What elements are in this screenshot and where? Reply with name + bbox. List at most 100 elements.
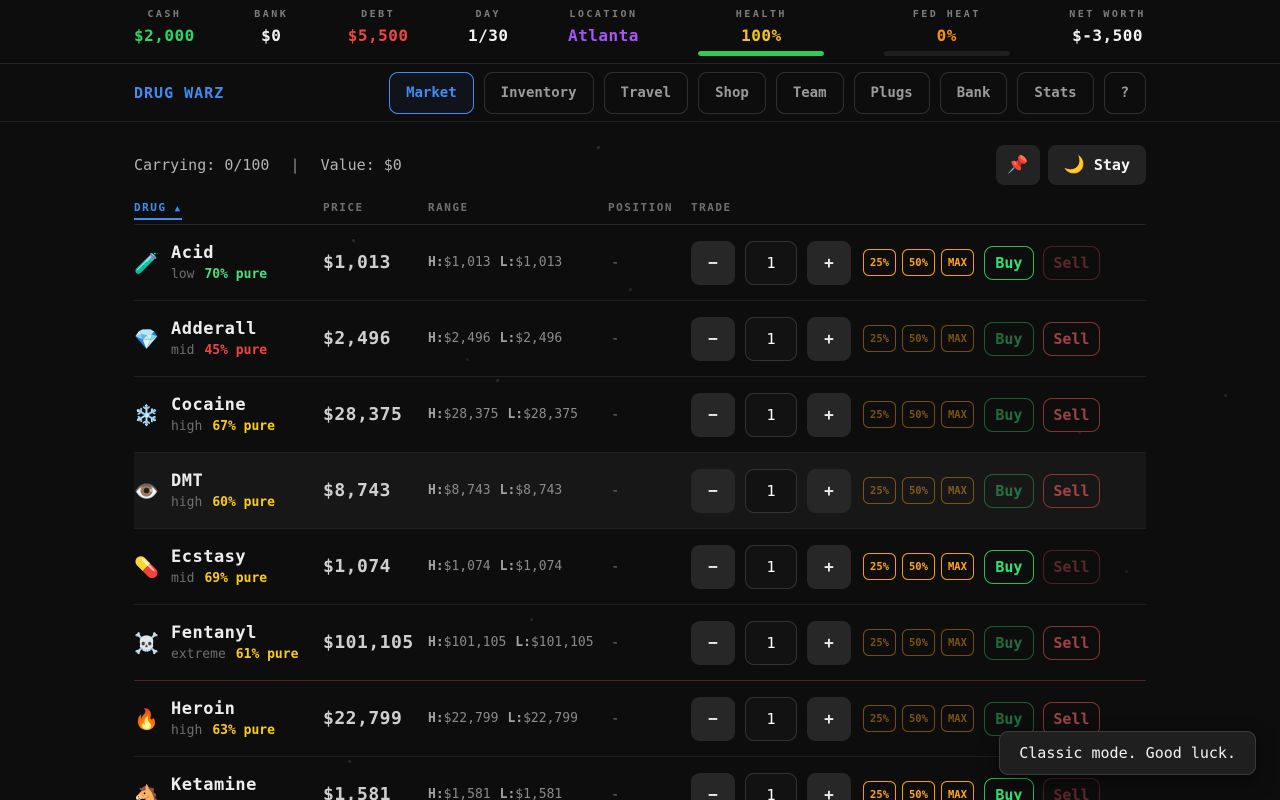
stat-day: DAY 1/30 bbox=[468, 9, 509, 56]
increment-button[interactable]: + bbox=[807, 316, 851, 361]
stat-label: NET WORTH bbox=[1069, 9, 1146, 20]
pct-25-button[interactable]: 25% bbox=[863, 477, 896, 504]
pct-max-button[interactable]: MAX bbox=[940, 705, 974, 732]
buy-button[interactable]: Buy bbox=[983, 473, 1034, 508]
low-value: $101,105 bbox=[530, 635, 594, 650]
pct-25-button[interactable]: 25% bbox=[863, 401, 896, 428]
pct-50-button[interactable]: 50% bbox=[901, 553, 935, 580]
drug-tier: extreme bbox=[171, 647, 226, 662]
high-label: H: bbox=[428, 255, 444, 270]
pct-max-button[interactable]: MAX bbox=[940, 553, 974, 580]
pct-max-button[interactable]: MAX bbox=[940, 325, 974, 352]
increment-button[interactable]: + bbox=[807, 772, 851, 800]
stat-net-worth: NET WORTH $-3,500 bbox=[1069, 9, 1146, 56]
buy-button[interactable]: Buy bbox=[983, 777, 1034, 800]
market-row: ☠️ Fentanyl extreme 61% pure $101,105 H:$… bbox=[134, 605, 1146, 681]
increment-button[interactable]: + bbox=[807, 620, 851, 665]
price-range: H:$1,581 L:$1,581 bbox=[428, 787, 608, 800]
tab-travel[interactable]: Travel bbox=[603, 71, 689, 114]
pin-button[interactable]: 📌 bbox=[995, 145, 1040, 185]
decrement-button[interactable]: − bbox=[691, 620, 735, 665]
pct-50-button[interactable]: 50% bbox=[901, 477, 935, 504]
pct-25-button[interactable]: 25% bbox=[863, 325, 896, 352]
buy-button[interactable]: Buy bbox=[983, 549, 1034, 584]
market-row: 🧪 Acid low 70% pure $1,013 H:$1,013 L:$1,0… bbox=[134, 225, 1146, 301]
quantity-input[interactable] bbox=[745, 544, 797, 589]
stat-value: Atlanta bbox=[567, 26, 639, 45]
pct-25-button[interactable]: 25% bbox=[863, 249, 896, 276]
tab-help[interactable]: ? bbox=[1103, 71, 1146, 114]
sell-button[interactable]: Sell bbox=[1042, 473, 1100, 508]
increment-button[interactable]: + bbox=[807, 696, 851, 741]
quantity-input[interactable] bbox=[745, 240, 797, 285]
pct-50-button[interactable]: 50% bbox=[901, 781, 935, 800]
pct-max-button[interactable]: MAX bbox=[940, 401, 974, 428]
tab-market[interactable]: Market bbox=[389, 71, 474, 114]
increment-button[interactable]: + bbox=[807, 544, 851, 589]
drug-icon: 🔥 bbox=[134, 706, 159, 731]
pct-25-button[interactable]: 25% bbox=[863, 705, 896, 732]
pct-25-button[interactable]: 25% bbox=[863, 629, 896, 656]
decrement-button[interactable]: − bbox=[691, 696, 735, 741]
price-range: H:$1,074 L:$1,074 bbox=[428, 559, 608, 574]
sell-button[interactable]: Sell bbox=[1042, 549, 1100, 584]
tab-inventory[interactable]: Inventory bbox=[483, 71, 594, 114]
tab-stats[interactable]: Stats bbox=[1017, 71, 1094, 114]
pct-50-button[interactable]: 50% bbox=[901, 705, 935, 732]
quantity-input[interactable] bbox=[745, 772, 797, 800]
quantity-input[interactable] bbox=[745, 468, 797, 513]
column-header-position[interactable]: POSITION bbox=[608, 201, 673, 214]
quantity-input[interactable] bbox=[745, 696, 797, 741]
quantity-input[interactable] bbox=[745, 392, 797, 437]
pct-max-button[interactable]: MAX bbox=[940, 781, 974, 800]
carrying-label: Carrying: bbox=[134, 156, 216, 174]
buy-button[interactable]: Buy bbox=[983, 397, 1034, 432]
pct-25-button[interactable]: 25% bbox=[863, 553, 896, 580]
tab-bank[interactable]: Bank bbox=[939, 71, 1008, 114]
pct-50-button[interactable]: 50% bbox=[901, 325, 935, 352]
pct-25-button[interactable]: 25% bbox=[863, 781, 896, 800]
low-label: L: bbox=[507, 407, 524, 422]
drug-tier: mid bbox=[171, 343, 195, 358]
increment-button[interactable]: + bbox=[807, 392, 851, 437]
buy-button[interactable]: Buy bbox=[983, 245, 1034, 280]
tab-team[interactable]: Team bbox=[775, 71, 844, 114]
high-value: $8,743 bbox=[443, 483, 491, 498]
pct-50-button[interactable]: 50% bbox=[901, 401, 935, 428]
pct-max-button[interactable]: MAX bbox=[940, 249, 974, 276]
low-label: L: bbox=[499, 559, 516, 574]
buy-button[interactable]: Buy bbox=[983, 625, 1034, 660]
decrement-button[interactable]: − bbox=[691, 316, 735, 361]
column-header-drug[interactable]: DRUG ▲ bbox=[134, 201, 323, 220]
column-header-price[interactable]: PRICE bbox=[323, 201, 364, 214]
tab-shop[interactable]: Shop bbox=[698, 71, 766, 114]
column-header-range[interactable]: RANGE bbox=[428, 201, 469, 214]
decrement-button[interactable]: − bbox=[691, 392, 735, 437]
quantity-input[interactable] bbox=[745, 316, 797, 361]
sell-button[interactable]: Sell bbox=[1042, 397, 1100, 432]
tab-plugs[interactable]: Plugs bbox=[853, 71, 930, 114]
increment-button[interactable]: + bbox=[807, 468, 851, 513]
pct-max-button[interactable]: MAX bbox=[940, 477, 974, 504]
quantity-input[interactable] bbox=[745, 620, 797, 665]
sell-button[interactable]: Sell bbox=[1042, 245, 1100, 280]
drug-name: Cocaine bbox=[171, 395, 247, 415]
pct-max-button[interactable]: MAX bbox=[940, 629, 974, 656]
increment-button[interactable]: + bbox=[807, 240, 851, 285]
stat-value: $5,500 bbox=[347, 26, 409, 45]
buy-button[interactable]: Buy bbox=[983, 321, 1034, 356]
sell-button[interactable]: Sell bbox=[1042, 777, 1100, 800]
drug-price: $1,074 bbox=[323, 556, 392, 577]
drug-name: Ketamine bbox=[171, 775, 257, 795]
decrement-button[interactable]: − bbox=[691, 772, 735, 800]
decrement-button[interactable]: − bbox=[691, 468, 735, 513]
decrement-button[interactable]: − bbox=[691, 544, 735, 589]
pct-50-button[interactable]: 50% bbox=[901, 249, 935, 276]
decrement-button[interactable]: − bbox=[691, 240, 735, 285]
drug-tier: high bbox=[171, 495, 203, 510]
stay-button[interactable]: 🌙 Stay bbox=[1047, 145, 1146, 185]
sell-button[interactable]: Sell bbox=[1042, 321, 1100, 356]
sell-button[interactable]: Sell bbox=[1042, 625, 1100, 660]
pct-50-button[interactable]: 50% bbox=[901, 629, 935, 656]
